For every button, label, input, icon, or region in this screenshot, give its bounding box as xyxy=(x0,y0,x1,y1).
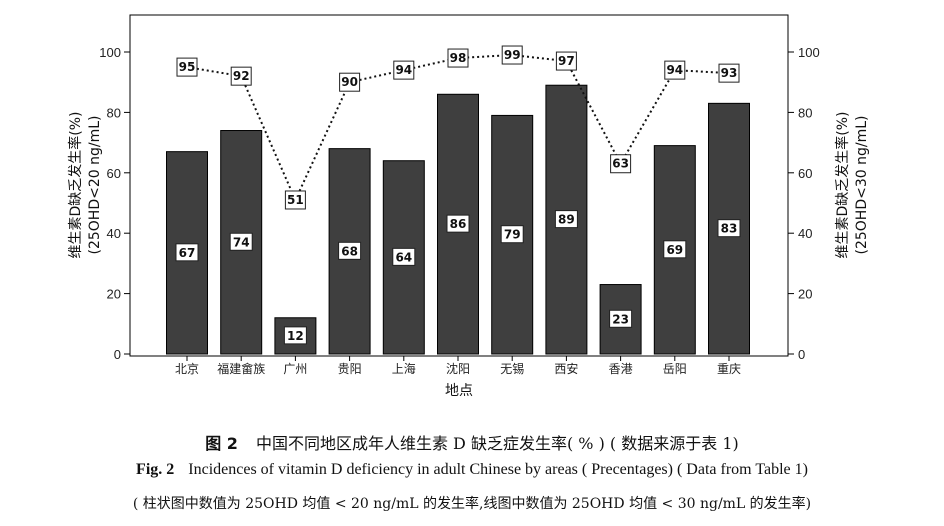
bar-series: 67 74 12 68 64 86 79 89 23 69 83 xyxy=(166,84,750,355)
bar-value-box xyxy=(663,240,687,259)
svg-text:(25OHD<20 ng/mL): (25OHD<20 ng/mL) xyxy=(87,116,103,255)
category-label: 上海 xyxy=(392,361,416,376)
line-point-box xyxy=(230,66,252,86)
bar xyxy=(220,130,263,355)
category-label: 香港 xyxy=(609,362,633,376)
line-point-box xyxy=(176,57,198,77)
svg-text:维生素D缺乏发生率(%): 维生素D缺乏发生率(%) xyxy=(834,111,851,258)
bar-value-box xyxy=(283,326,307,345)
bar-value-label: 74 xyxy=(233,235,250,249)
bar-value-box xyxy=(554,210,578,229)
line-point-box xyxy=(284,190,306,210)
line-point-box xyxy=(610,154,632,174)
left-tick-label: 40 xyxy=(107,226,121,241)
left-axis-title: 维生素D缺乏发生率(%) (25OHD<20 ng/mL) xyxy=(67,111,103,258)
bar-value-label: 68 xyxy=(341,244,358,258)
line-point-label: 92 xyxy=(233,69,250,83)
category-label: 岳阳 xyxy=(663,362,687,376)
right-tick-label: 100 xyxy=(798,45,820,60)
left-axis: 0 20 40 60 80 100 xyxy=(99,45,130,362)
line-point-label: 63 xyxy=(612,157,629,171)
line-point-label: 51 xyxy=(287,193,304,207)
figure-number-cn: 图 2 xyxy=(205,434,238,453)
right-axis-title: 维生素D缺乏发生率(%) (25OHD<30 ng/mL) xyxy=(834,111,870,258)
bar-value-box xyxy=(229,232,253,251)
right-tick-label: 80 xyxy=(798,105,812,120)
line-point-box xyxy=(664,60,686,80)
line-point-label: 94 xyxy=(666,63,683,77)
category-label: 重庆 xyxy=(717,362,741,376)
x-axis-title: 地点 xyxy=(445,383,473,399)
line-point-label: 94 xyxy=(395,63,412,77)
left-tick-label: 100 xyxy=(99,45,121,60)
bar-value-box xyxy=(717,219,741,238)
bar-value-label: 86 xyxy=(450,217,467,231)
left-tick-label: 20 xyxy=(107,287,121,302)
svg-text:(25OHD<30 ng/mL): (25OHD<30 ng/mL) xyxy=(854,116,870,255)
category-label: 北京 xyxy=(175,362,199,376)
line-point-box xyxy=(718,63,740,83)
left-tick-label: 60 xyxy=(107,166,121,181)
bar-value-label: 89 xyxy=(558,213,575,227)
figure-note: ( 柱状图中数值为 25OHD 均值 < 20 ng/mL 的发生率,线图中数值… xyxy=(132,496,812,512)
category-label: 广州 xyxy=(283,362,307,376)
bar-value-label: 12 xyxy=(287,329,304,343)
line-point-box xyxy=(501,45,523,65)
category-label: 福建畲族 xyxy=(217,361,265,376)
bar-value-label: 67 xyxy=(179,246,196,260)
line-series: 95 92 51 90 94 98 99 97 63 94 93 xyxy=(176,45,740,210)
bar-value-box xyxy=(500,225,524,244)
chart: 0 20 40 60 80 100 0 20 40 60 80 100 67 74 12 68 64 86 79… xyxy=(67,14,870,399)
category-label: 无锡 xyxy=(500,361,524,376)
figure-number-en: Fig. 2 xyxy=(136,461,175,478)
bar-value-label: 69 xyxy=(666,243,683,257)
category-label: 沈阳 xyxy=(446,361,470,376)
svg-text:维生素D缺乏发生率(%): 维生素D缺乏发生率(%) xyxy=(67,111,84,258)
bar-value-label: 23 xyxy=(612,312,629,326)
line-point-box xyxy=(393,60,415,80)
bar-value-box xyxy=(609,309,633,328)
line-point-label: 97 xyxy=(558,54,575,68)
line-point-label: 99 xyxy=(504,48,521,62)
left-tick-label: 80 xyxy=(107,105,121,120)
category-axis: 北京 福建畲族 广州 贵阳 上海 沈阳 无锡 西安 香港 岳阳 重庆 xyxy=(175,356,741,376)
bar-value-box xyxy=(338,241,362,260)
figure-title-cn: 中国不同地区成年人维生素 D 缺乏症发生率( % ) ( 数据来源于表 1) xyxy=(255,434,739,453)
category-label: 西安 xyxy=(554,361,578,376)
line-point-box xyxy=(447,48,469,68)
figure-caption-cn: 图 2 中国不同地区成年人维生素 D 缺乏症发生率( % ) ( 数据来源于表 1… xyxy=(0,430,944,454)
right-tick-label: 20 xyxy=(798,287,812,302)
bar-value-box xyxy=(175,243,199,262)
bar-value-box xyxy=(392,247,416,266)
plot-frame xyxy=(129,14,789,357)
bar-value-label: 79 xyxy=(504,228,521,242)
line-point-label: 95 xyxy=(179,60,196,74)
bar-value-box xyxy=(446,214,470,233)
line-point-box xyxy=(555,51,577,71)
figure-caption-en: Fig. 2 Incidences of vitamin D deficiency… xyxy=(0,461,944,479)
line-point-label: 98 xyxy=(450,51,467,65)
bar xyxy=(382,160,425,355)
category-label: 贵阳 xyxy=(338,362,362,376)
bar-value-label: 83 xyxy=(721,222,738,236)
line-point-label: 90 xyxy=(341,75,358,89)
bar-value-label: 64 xyxy=(395,250,412,264)
right-tick-label: 0 xyxy=(798,347,805,362)
right-axis: 0 20 40 60 80 100 xyxy=(788,45,820,362)
figure-title-en: Incidences of vitamin D deficiency in ad… xyxy=(188,461,808,478)
left-tick-label: 0 xyxy=(114,347,121,362)
right-tick-label: 40 xyxy=(798,226,812,241)
right-tick-label: 60 xyxy=(798,166,812,181)
line-point-box xyxy=(339,72,361,92)
line-point-label: 93 xyxy=(721,66,738,80)
